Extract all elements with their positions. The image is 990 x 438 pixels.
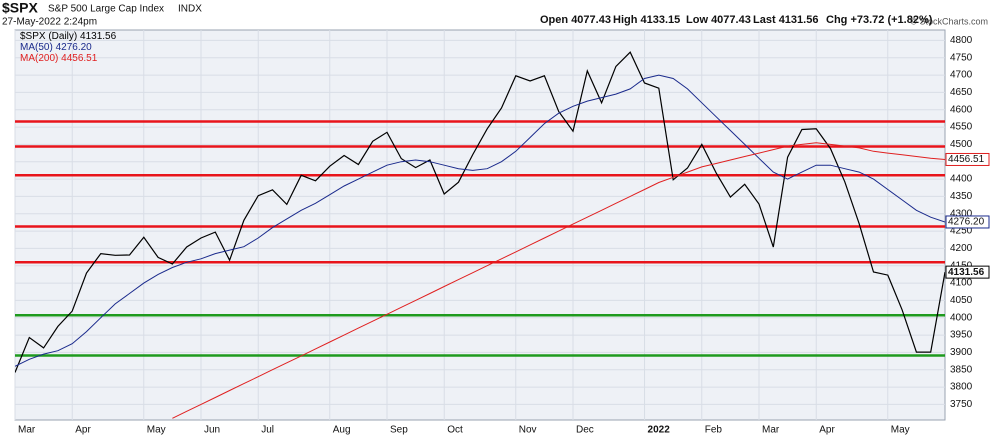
value-tag	[945, 152, 990, 166]
stat-label: High	[613, 14, 638, 26]
y-tick-label: 4550	[950, 122, 973, 133]
stats: Open 4077.43 High 4133.15 Low 4077.43 Last …	[540, 14, 933, 26]
y-tick-label: 4050	[950, 295, 973, 306]
y-tick-label: 4250	[950, 226, 973, 237]
legend-value: 4131.56	[80, 31, 117, 42]
series-line	[15, 51, 945, 373]
legend-entry: MA(200) 4456.51	[20, 53, 98, 64]
legend-entry: $SPX (Daily) 4131.56	[20, 31, 117, 42]
y-tick-label: 4100	[950, 278, 973, 289]
x-tick-label: Dec	[576, 425, 594, 436]
legend-name: MA(50)	[20, 42, 53, 53]
series-line	[15, 74, 945, 367]
y-tick-label: 4750	[950, 52, 973, 63]
y-tick-label: 4350	[950, 191, 973, 202]
y-tick-label: 4300	[950, 208, 973, 219]
stat-value: 4133.15	[641, 14, 681, 26]
x-tick-label: Sep	[390, 425, 408, 436]
y-tick-label: 4000	[950, 312, 973, 323]
stat: High 4133.15	[613, 14, 680, 26]
chart-title: S&P 500 Large Cap Index	[48, 4, 164, 15]
x-tick-label: 2022	[648, 425, 671, 436]
series-line	[172, 142, 945, 419]
stat: Low 4077.43	[686, 14, 751, 26]
y-tick-label: 4700	[950, 70, 973, 81]
x-tick-label: Jun	[204, 425, 220, 436]
x-tick-label: Apr	[75, 425, 91, 436]
plot-area	[14, 29, 946, 421]
credit: © StockCharts.com	[910, 16, 988, 26]
legend-value: 4456.51	[61, 53, 98, 64]
y-tick-label: 3950	[950, 330, 973, 341]
value-tag	[945, 215, 990, 229]
stat-label: Open	[540, 14, 568, 26]
stat-label: Chg	[826, 14, 847, 26]
legend-entry: MA(50) 4276.20	[20, 42, 92, 53]
legend-name: MA(200)	[20, 53, 58, 64]
y-tick-label: 4650	[950, 87, 973, 98]
stat: Open 4077.43	[540, 14, 611, 26]
stat-value: 4131.56	[779, 14, 819, 26]
stat: Chg +73.72 (+1.82%)	[826, 14, 933, 26]
x-tick-label: Feb	[705, 425, 723, 436]
x-tick-label: Mar	[762, 425, 780, 436]
stat: Last 4131.56	[753, 14, 818, 26]
stat-label: Low	[686, 14, 708, 26]
x-tick-label: Mar	[18, 425, 36, 436]
y-tick-label: 4200	[950, 243, 973, 254]
x-tick-label: Oct	[447, 425, 463, 436]
legend-value: 4276.20	[56, 42, 93, 53]
symbol: $SPX	[2, 0, 38, 16]
x-tick-label: May	[147, 425, 166, 436]
stat-label: Last	[753, 14, 776, 26]
y-tick-label: 3750	[950, 399, 973, 410]
legend-name: $SPX (Daily)	[20, 31, 77, 42]
exchange: INDX	[178, 4, 202, 15]
value-tag-label: 4276.20	[948, 217, 985, 228]
chart-subtitle: 27-May-2022 2:24pm	[2, 17, 97, 28]
y-tick-label: 4400	[950, 174, 973, 185]
value-tag-label: 4456.51	[948, 154, 985, 165]
y-tick-label: 4500	[950, 139, 973, 150]
y-tick-label: 3800	[950, 382, 973, 393]
y-tick-label: 3900	[950, 347, 973, 358]
stat-value: 4077.43	[711, 14, 751, 26]
x-tick-label: Nov	[519, 425, 537, 436]
stat-value: +73.72 (+1.82%)	[850, 14, 932, 26]
x-tick-label: Aug	[333, 425, 351, 436]
x-tick-label: Jul	[261, 425, 274, 436]
value-tag-label: 4131.56	[948, 267, 985, 278]
y-tick-label: 4800	[950, 35, 973, 46]
stat-value: 4077.43	[571, 14, 611, 26]
value-tag	[945, 265, 990, 279]
y-tick-label: 4600	[950, 104, 973, 115]
y-tick-label: 3850	[950, 364, 973, 375]
x-tick-label: May	[891, 425, 910, 436]
x-tick-label: Apr	[819, 425, 835, 436]
